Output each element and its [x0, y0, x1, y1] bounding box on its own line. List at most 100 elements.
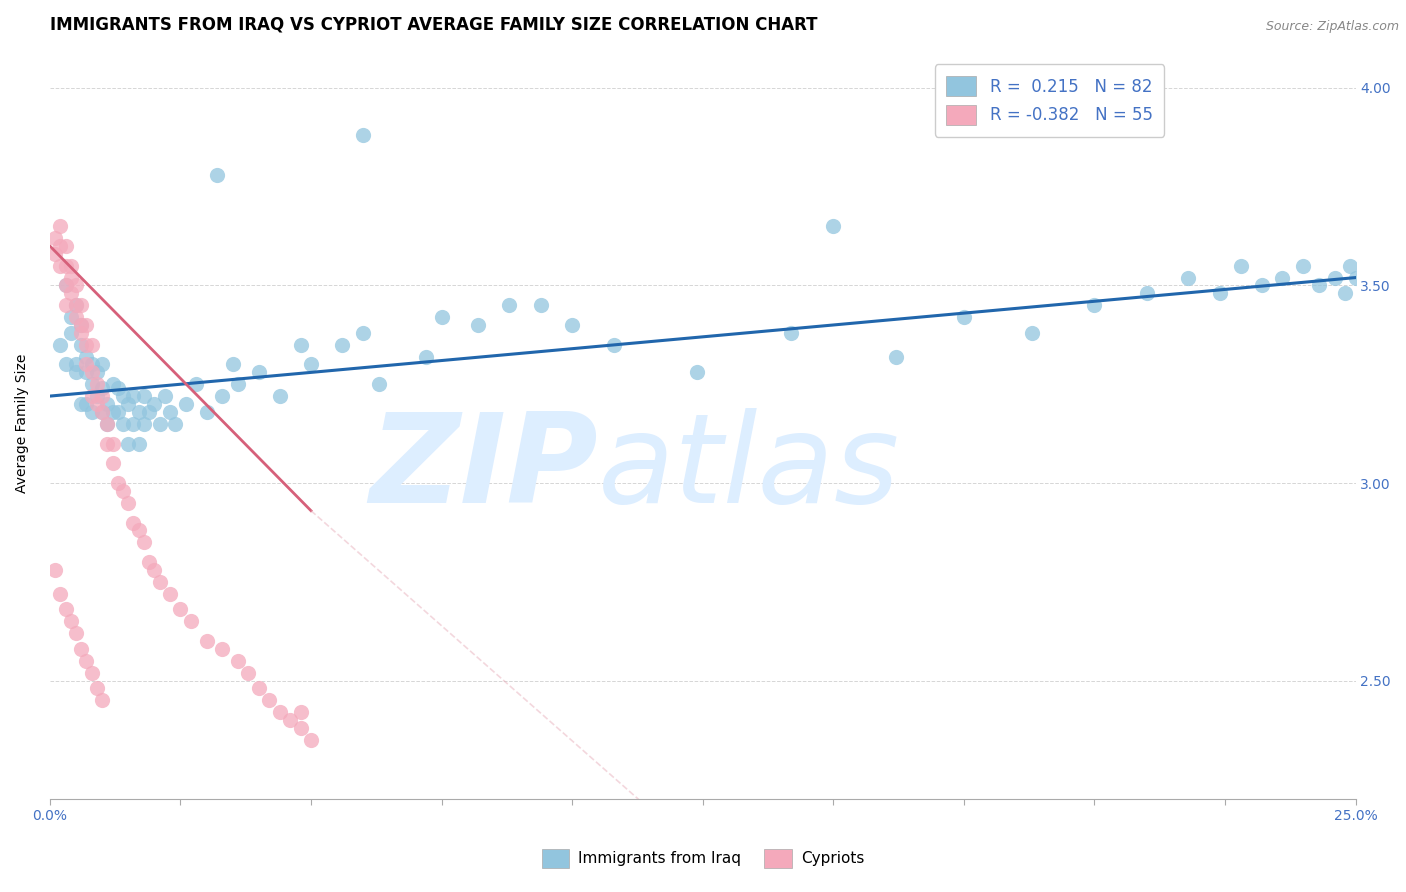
Point [1136, 286, 1159, 301]
Point [128, 405, 150, 419]
Point [80, 405, 103, 419]
Point [49, 337, 72, 351]
Point [75, 654, 97, 668]
Point [75, 337, 97, 351]
Point [101, 405, 124, 419]
Point [132, 535, 155, 549]
Point [44, 563, 66, 577]
Point [467, 318, 489, 332]
Point [290, 721, 312, 735]
Point [159, 587, 181, 601]
Point [330, 337, 353, 351]
Point [247, 365, 270, 379]
Point [1344, 270, 1367, 285]
Point [299, 358, 322, 372]
Point [80, 665, 103, 680]
Point [269, 705, 291, 719]
Point [75, 350, 97, 364]
Point [1292, 259, 1315, 273]
Point [498, 298, 520, 312]
Legend: R =  0.215   N = 82, R = -0.382   N = 55: R = 0.215 N = 82, R = -0.382 N = 55 [935, 64, 1164, 136]
Point [221, 358, 243, 372]
Point [55, 298, 77, 312]
Point [101, 436, 124, 450]
Point [226, 654, 249, 668]
Point [80, 389, 103, 403]
Point [269, 389, 291, 403]
Point [184, 377, 207, 392]
Point [1021, 326, 1043, 340]
Point [55, 602, 77, 616]
Point [55, 278, 77, 293]
Point [117, 496, 139, 510]
Point [278, 713, 301, 727]
Point [257, 693, 280, 707]
Text: ZIP: ZIP [370, 409, 598, 529]
Point [143, 563, 166, 577]
Point [143, 397, 166, 411]
Point [128, 436, 150, 450]
Point [1339, 259, 1361, 273]
Point [138, 405, 160, 419]
Point [49, 239, 72, 253]
Point [96, 436, 118, 450]
Point [70, 318, 93, 332]
Point [91, 389, 114, 403]
Point [44, 247, 66, 261]
Point [603, 337, 626, 351]
Point [367, 377, 389, 392]
Point [91, 358, 114, 372]
Point [107, 405, 129, 419]
Point [169, 602, 191, 616]
Y-axis label: Average Family Size: Average Family Size [15, 354, 30, 493]
Point [561, 318, 583, 332]
Point [70, 318, 93, 332]
Point [96, 417, 118, 431]
Point [55, 358, 77, 372]
Legend: Immigrants from Iraq, Cypriots: Immigrants from Iraq, Cypriots [536, 843, 870, 873]
Point [1083, 298, 1105, 312]
Point [96, 397, 118, 411]
Point [352, 326, 374, 340]
Point [44, 231, 66, 245]
Text: IMMIGRANTS FROM IRAQ VS CYPRIOT AVERAGE FAMILY SIZE CORRELATION CHART: IMMIGRANTS FROM IRAQ VS CYPRIOT AVERAGE … [49, 15, 817, 33]
Point [91, 693, 114, 707]
Point [96, 417, 118, 431]
Point [86, 397, 108, 411]
Point [65, 365, 87, 379]
Point [122, 516, 145, 530]
Point [952, 310, 974, 324]
Point [226, 377, 249, 392]
Point [138, 555, 160, 569]
Point [1177, 270, 1199, 285]
Point [65, 298, 87, 312]
Point [1323, 270, 1346, 285]
Point [91, 405, 114, 419]
Point [59, 270, 82, 285]
Point [205, 168, 228, 182]
Point [55, 239, 77, 253]
Point [75, 358, 97, 372]
Point [148, 417, 170, 431]
Point [101, 377, 124, 392]
Point [107, 381, 129, 395]
Point [247, 681, 270, 696]
Point [153, 389, 176, 403]
Point [49, 587, 72, 601]
Text: Source: ZipAtlas.com: Source: ZipAtlas.com [1265, 20, 1399, 33]
Point [132, 389, 155, 403]
Point [49, 259, 72, 273]
Point [70, 397, 93, 411]
Point [180, 615, 202, 629]
Point [80, 358, 103, 372]
Point [780, 326, 803, 340]
Point [59, 310, 82, 324]
Point [211, 389, 233, 403]
Point [80, 377, 103, 392]
Point [238, 665, 260, 680]
Point [1209, 286, 1232, 301]
Point [59, 259, 82, 273]
Point [1308, 278, 1330, 293]
Point [91, 381, 114, 395]
Point [1229, 259, 1251, 273]
